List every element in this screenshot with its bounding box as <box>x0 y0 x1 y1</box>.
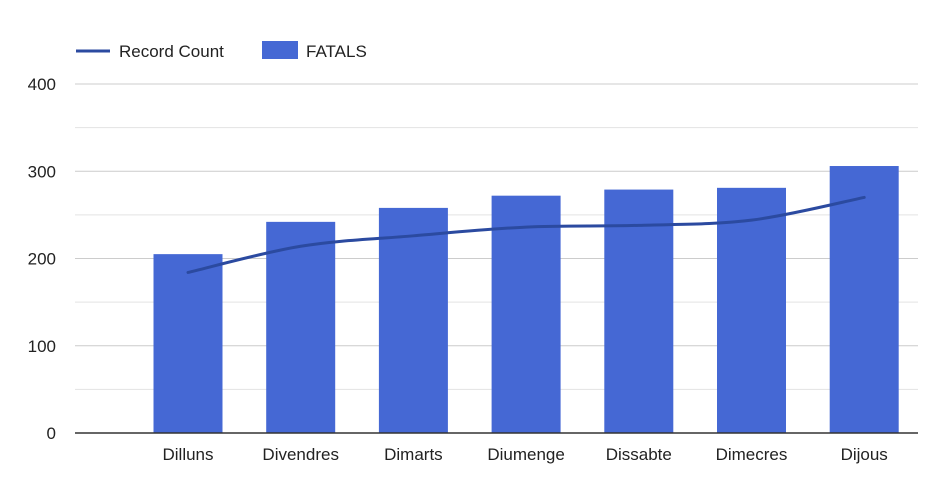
legend-label-fatals: FATALS <box>306 42 367 61</box>
y-tick-label: 400 <box>28 75 56 94</box>
line-series <box>186 195 866 274</box>
x-tick-label: Dilluns <box>162 445 213 464</box>
legend-swatch-bar <box>262 41 298 59</box>
bar-divendres <box>266 221 336 433</box>
y-tick-label: 300 <box>28 162 56 181</box>
y-tick-label: 200 <box>28 250 56 269</box>
x-tick-label: Dimecres <box>716 445 788 464</box>
bar-dijous <box>829 166 899 433</box>
x-tick-label: Dissabte <box>606 445 672 464</box>
line-record-count <box>186 195 866 274</box>
legend-label-record-count: Record Count <box>119 42 224 61</box>
bar-diumenge <box>491 195 561 433</box>
bar-dimarts <box>378 207 448 433</box>
legend: Record Count FATALS <box>76 41 367 61</box>
y-axis-ticks: 0 100 200 300 400 <box>28 75 56 443</box>
bars <box>153 166 899 433</box>
bar-dissabte <box>604 189 674 433</box>
y-tick-label: 0 <box>47 424 56 443</box>
bar-dilluns <box>153 254 223 433</box>
x-axis-ticks: Dilluns Divendres Dimarts Diumenge Dissabte D… <box>162 445 887 464</box>
y-tick-label: 100 <box>28 337 56 356</box>
x-tick-label: Dimarts <box>384 445 443 464</box>
x-tick-label: Dijous <box>841 445 888 464</box>
x-tick-label: Divendres <box>262 445 339 464</box>
x-tick-label: Diumenge <box>487 445 565 464</box>
bar-dimecres <box>717 187 786 433</box>
